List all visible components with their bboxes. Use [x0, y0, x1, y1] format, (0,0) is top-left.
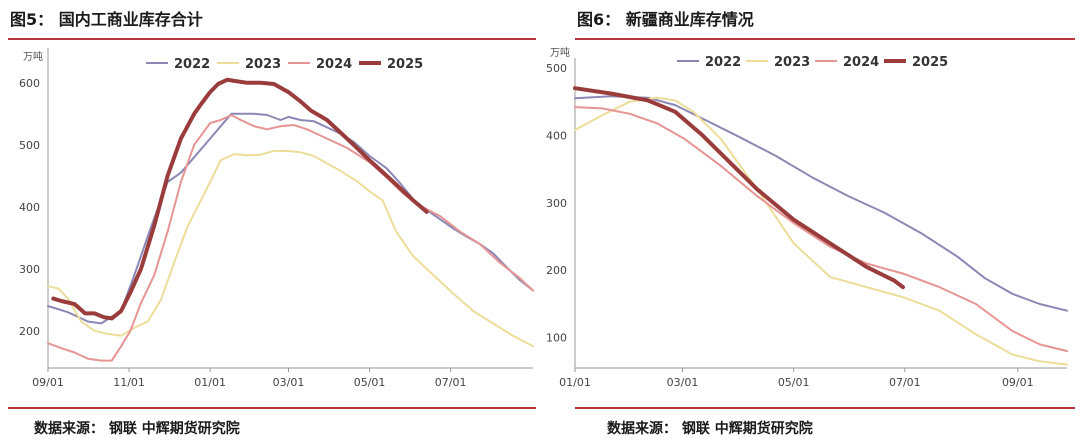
- right-line-chart: 万吨 100 200 300 400 500 01/01 03/01 05/01 07/01 09/…: [546, 46, 1068, 389]
- right-legend-label-2025: 2025: [912, 55, 948, 70]
- right-chart-title: 图6： 新疆商业库存情况: [577, 10, 754, 29]
- right-top-rule: [575, 38, 1075, 40]
- left-legend-label-2025: 2025: [387, 57, 423, 72]
- right-legend-label-2022: 2022: [705, 55, 741, 70]
- right-x-tick-label: 09/01: [1002, 376, 1034, 389]
- right-y-tick-label: 400: [546, 129, 567, 142]
- left-x-tick-label: 09/01: [32, 376, 64, 389]
- right-legend-label-2023: 2023: [774, 55, 810, 70]
- left-x-tick-label: 07/01: [435, 376, 467, 389]
- left-series-2025-line: [51, 77, 429, 321]
- left-series-2024-line: [47, 114, 534, 362]
- left-y-tick-label: 600: [19, 77, 40, 90]
- right-y-tick-label: 500: [546, 62, 567, 75]
- left-line-chart: 万吨 200 300 400 500 600 09/01 11/01 01/01 03/01 05/…: [19, 48, 534, 389]
- left-series-2023-line: [47, 150, 534, 348]
- right-series-2023-line: [574, 96, 1068, 366]
- right-y-tick-label: 200: [546, 264, 567, 277]
- right-x-tick-label: 05/01: [778, 376, 810, 389]
- left-x-tick-label: 05/01: [354, 376, 386, 389]
- right-series-2025-line: [573, 86, 905, 290]
- left-source-note: 数据来源： 钢联 中辉期货研究院: [34, 421, 240, 437]
- left-legend-label-2022: 2022: [174, 57, 210, 72]
- right-y-tick-label: 100: [546, 332, 567, 345]
- right-source-note: 数据来源： 钢联 中辉期货研究院: [607, 421, 813, 437]
- left-y-tick-label: 400: [19, 201, 40, 214]
- left-series-2022-line: [47, 112, 534, 325]
- right-legend-label-2024: 2024: [843, 55, 879, 70]
- right-series-2024-line: [574, 106, 1068, 353]
- left-bottom-rule: [8, 407, 536, 409]
- left-x-tick-label: 03/01: [273, 376, 305, 389]
- right-series-2022-line: [574, 95, 1068, 312]
- left-x-tick-label: 01/01: [194, 376, 226, 389]
- right-x-tick-label: 03/01: [667, 376, 699, 389]
- right-y-tick-label: 300: [546, 197, 567, 210]
- left-y-tick-label: 200: [19, 325, 40, 338]
- right-bottom-rule: [575, 407, 1075, 409]
- left-y-tick-label: 500: [19, 139, 40, 152]
- right-x-tick-label: 01/01: [559, 376, 591, 389]
- left-chart-title: 图5： 国内工商业库存合计: [10, 10, 203, 29]
- left-unit-label: 万吨: [23, 50, 43, 63]
- left-top-rule: [8, 38, 536, 40]
- left-legend-label-2024: 2024: [316, 57, 352, 72]
- left-x-tick-label: 11/01: [113, 376, 145, 389]
- right-x-tick-label: 07/01: [889, 376, 921, 389]
- right-unit-label: 万吨: [550, 46, 570, 59]
- left-y-tick-label: 300: [19, 263, 40, 276]
- left-legend-label-2023: 2023: [245, 57, 281, 72]
